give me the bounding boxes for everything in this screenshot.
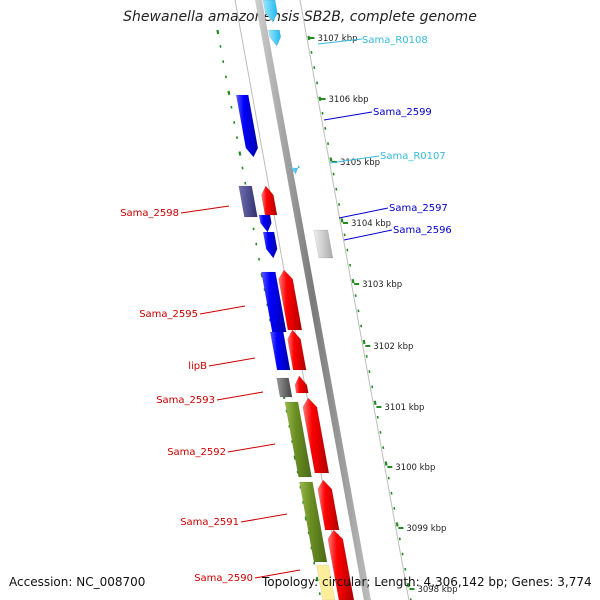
scale-tick (395, 522, 399, 527)
scale-tick (260, 273, 264, 278)
gene-sama-2591-olive (299, 481, 328, 563)
gene-sama-2598-plus (261, 185, 278, 216)
scale-label: 3098 kbp (417, 585, 457, 595)
scale-tick (315, 577, 319, 582)
gene-label: Sama_2592 (167, 447, 226, 458)
gene-sama-2593 (276, 377, 293, 398)
leader-line (216, 391, 264, 401)
gene-sama-2596-grey (313, 229, 334, 259)
leader-line (240, 513, 288, 523)
scale-label: 3104 kbp (351, 219, 391, 229)
topology-summary: Topology: circular; Length: 4,306,142 bp… (262, 575, 592, 589)
scale-label: 3106 kbp (329, 95, 369, 105)
leader-line (317, 38, 363, 45)
gene-labels: Sama_R0108 Sama_2599 Sama_R0107 Sama_2597 Sa… (120, 35, 452, 584)
scale-label: 3105 kbp (340, 158, 380, 168)
gene-label: Sama_2596 (393, 225, 452, 236)
genome-backbone (255, 0, 371, 600)
label-leaders (180, 38, 393, 579)
gene-sama-2592 (302, 397, 330, 474)
gene-sama-2597 (258, 214, 272, 233)
leader-line (329, 155, 380, 164)
gene-label: Sama_2597 (389, 203, 448, 214)
scale-tick (329, 157, 333, 162)
gene-sama-2591 (317, 479, 340, 531)
gene-label: Sama_2590 (194, 573, 253, 584)
gene-sama-r0108 (268, 29, 281, 47)
gene-sama-2590-yellow (316, 564, 336, 600)
gene-sama-2595 (261, 271, 287, 333)
gene-sama-2592-olive (284, 401, 312, 478)
leader-line (199, 305, 246, 315)
gene-label: Sama_2598 (120, 208, 179, 219)
scale-tick (227, 90, 231, 95)
gene-sama-2598 (238, 185, 258, 218)
scale-tick (362, 339, 366, 345)
gene-rna-top (262, 0, 278, 23)
scale-label: 3103 kbp (362, 280, 402, 290)
gene-sama-r0107 (288, 164, 300, 175)
gene-label: Sama_R0108 (362, 35, 428, 46)
leader-line (180, 205, 230, 214)
gene-sama-2595-plus (278, 269, 303, 331)
scale-label: 3107 kbp (317, 34, 357, 44)
scale-tick (384, 461, 388, 466)
scale-tick (373, 400, 377, 405)
scale-label: 3100 kbp (395, 463, 435, 473)
leader-line (323, 111, 373, 121)
gene-label: Sama_2599 (373, 107, 432, 118)
scale-tick (307, 35, 311, 41)
accession-text: Accession: NC_008700 (9, 575, 146, 589)
gene-sama-2593-plus (294, 375, 309, 394)
gene-sama-2599 (235, 94, 259, 158)
leader-line (254, 569, 301, 579)
leader-line (208, 357, 256, 367)
scale-tick (318, 96, 322, 101)
gene-label: Sama_R0107 (380, 151, 446, 162)
gene-sama-2590 (327, 529, 355, 600)
scale-label: 3101 kbp (384, 403, 424, 413)
gene-lipB-minus (269, 331, 291, 371)
scale-tick (340, 218, 344, 223)
inner-rail (299, 0, 410, 600)
scale-label: 3099 kbp (406, 524, 446, 534)
gene-sama-2596 (262, 231, 278, 259)
scale-tick (216, 29, 220, 35)
gene-label: Sama_2595 (139, 309, 198, 320)
leader-line (343, 229, 393, 241)
gene-label: Sama_2593 (156, 395, 215, 406)
gene-lipB (287, 329, 307, 371)
gene-features (235, 0, 355, 600)
leader-line (338, 207, 389, 219)
gene-label: Sama_2591 (180, 517, 239, 528)
gene-label: lipB (188, 361, 207, 372)
scale-tick (406, 583, 410, 588)
scale-tick (351, 279, 355, 284)
map-title: Shewanella amazonensis SB2B, complete ge… (123, 9, 477, 25)
scale-tick (238, 151, 242, 156)
leader-line (227, 443, 276, 453)
scale-label: 3102 kbp (373, 342, 413, 352)
